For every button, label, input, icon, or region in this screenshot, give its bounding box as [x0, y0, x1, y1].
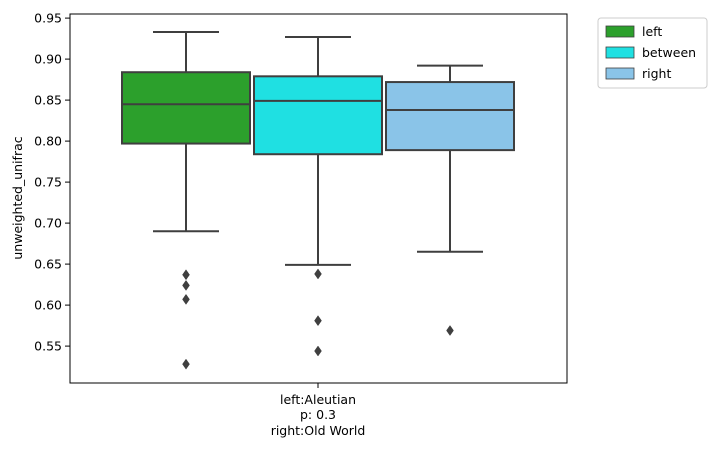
legend-label-left: left — [642, 24, 662, 39]
y-tick-label: 0.85 — [34, 93, 62, 108]
y-tick-label: 0.80 — [34, 134, 62, 149]
y-tick-label: 0.90 — [34, 52, 62, 67]
box-between — [253, 35, 383, 357]
x-tick-label-line-3: right:Old World — [271, 423, 366, 438]
outlier-point — [446, 325, 454, 336]
y-tick-label: 0.70 — [34, 216, 62, 231]
outlier-point — [182, 279, 190, 291]
y-tick-label: 0.75 — [34, 175, 62, 190]
legend-label-right: right — [642, 66, 671, 81]
outlier-point — [182, 269, 190, 281]
legend-label-between: between — [642, 45, 696, 60]
y-tick-label: 0.65 — [34, 257, 62, 272]
legend: left between right — [597, 17, 708, 89]
box-left — [121, 31, 251, 370]
outlier-point — [182, 293, 190, 305]
y-axis: 0.55 0.60 0.65 0.70 0.75 0.80 0.85 0.90 0.95 — [34, 11, 70, 354]
legend-swatch-right — [605, 67, 635, 80]
y-tick-label: 0.55 — [34, 339, 62, 354]
outlier-point — [314, 268, 322, 280]
x-tick-label-line-2: p: 0.3 — [300, 407, 336, 422]
legend-swatch-left — [605, 25, 635, 38]
box-iqr — [253, 75, 383, 156]
y-tick-label: 0.95 — [34, 11, 62, 26]
x-tick-label-line-1: left:Aleutian — [280, 392, 356, 407]
x-axis: left:Aleutian p: 0.3 right:Old World — [271, 383, 366, 438]
boxes-layer — [121, 31, 515, 370]
box-iqr — [121, 71, 251, 145]
outlier-point — [314, 315, 322, 327]
outlier-point — [314, 345, 322, 357]
y-axis-label: unweighted_unifrac — [10, 136, 25, 259]
legend-swatch-between — [605, 46, 635, 59]
y-tick-label: 0.60 — [34, 298, 62, 313]
box-right — [385, 64, 515, 336]
outlier-point — [182, 358, 190, 370]
box-iqr — [385, 81, 515, 152]
